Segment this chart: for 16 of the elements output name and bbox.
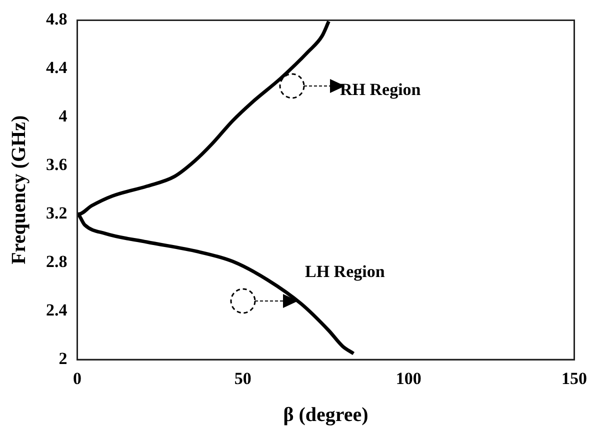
annotation: LH Region (305, 262, 385, 282)
y-tick-label: 3.2 (46, 204, 68, 223)
y-axis-title: Frequency (GHz) (8, 115, 30, 264)
y-tick-label: 2 (58, 348, 68, 368)
x-tick-label: 50 (234, 369, 252, 388)
y-tick-label: 2.4 (46, 300, 68, 320)
y-tick-label: 2.8 (46, 252, 68, 272)
y-tick-label: 4.8 (46, 10, 68, 29)
x-tick-label: 150 (562, 369, 587, 388)
y-tick-label: 4 (58, 106, 68, 126)
x-tick-label: 100 (396, 369, 422, 388)
annotation: RH Region (340, 80, 421, 100)
x-axis-title: β (degree) (283, 404, 368, 426)
y-tick-label: 4.4 (46, 58, 68, 78)
y-tick-label: 3.6 (46, 155, 68, 174)
x-tick-label: 0 (73, 369, 82, 388)
